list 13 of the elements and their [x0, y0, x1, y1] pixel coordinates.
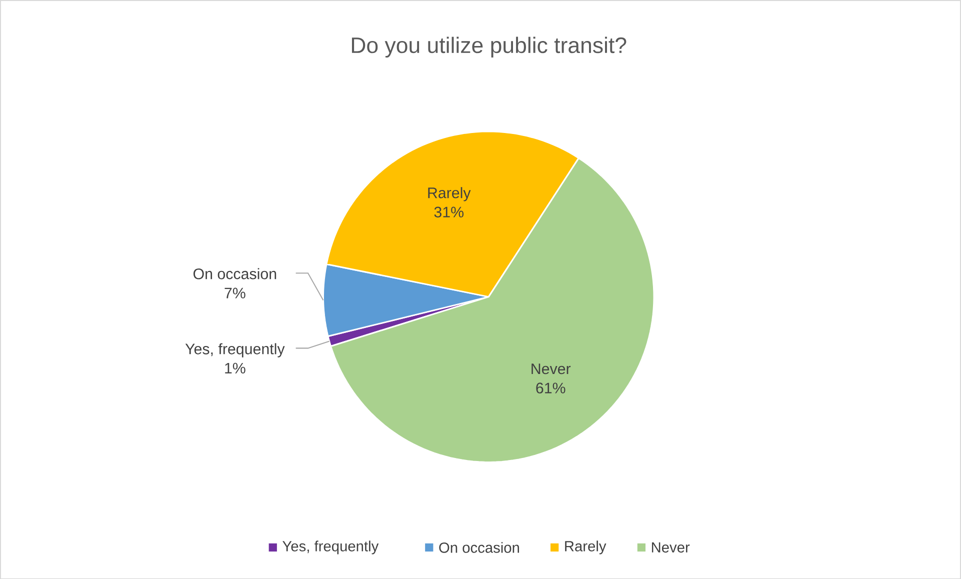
slice-label: Yes, frequently [185, 342, 285, 358]
slice-label: On occasion [193, 268, 276, 280]
chart-title: Do you utilize public transit? [352, 36, 626, 58]
legend-label: Rarely [565, 540, 606, 554]
legend-label: On occasion [439, 542, 519, 553]
data-label: 1% [225, 362, 246, 374]
data-label: 7% [224, 288, 246, 298]
slice-label: Never [532, 363, 571, 374]
slice-label: Rarely [428, 186, 471, 202]
legend-label: Yes, frequently [282, 540, 379, 554]
data-label: 61% [536, 382, 566, 394]
legend-label: Never [652, 542, 690, 552]
data-label: 31% [434, 206, 464, 218]
